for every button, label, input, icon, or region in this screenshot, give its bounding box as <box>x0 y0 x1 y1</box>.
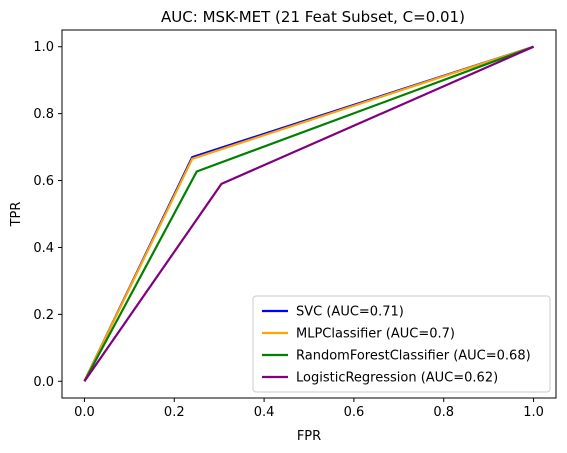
x-tick-label: 0.2 <box>164 405 185 420</box>
y-tick-label: 0.8 <box>33 107 54 122</box>
x-tick-label: 0.6 <box>344 405 365 420</box>
x-tick-label: 1.0 <box>523 405 544 420</box>
legend-label: MLPClassifier (AUC=0.7) <box>296 327 455 342</box>
chart-title: AUC: MSK-MET (21 Feat Subset, C=0.01) <box>161 8 465 26</box>
x-tick-label: 0.8 <box>433 405 454 420</box>
y-tick-label: 1.0 <box>33 40 54 55</box>
plot-frame <box>61 29 557 399</box>
x-tick-label: 0.4 <box>254 405 275 420</box>
series-line-1 <box>83 45 534 382</box>
plot-lines <box>83 45 534 382</box>
y-tick-label: 0.0 <box>33 375 54 390</box>
y-tick-label: 0.6 <box>33 174 54 189</box>
series-line-3 <box>83 45 534 382</box>
x-tick-label: 0.0 <box>74 405 95 420</box>
legend-label: LogisticRegression (AUC=0.62) <box>296 371 498 386</box>
x-axis-ticks: 0.0 0.2 0.4 0.6 0.8 1.0 <box>74 398 544 420</box>
legend-label: SVC (AUC=0.71) <box>296 305 404 320</box>
y-tick-label: 0.2 <box>33 308 54 323</box>
x-axis-label: FPR <box>297 429 321 444</box>
legend-label: RandomForestClassifier (AUC=0.68) <box>296 349 531 364</box>
y-axis-label: TPR <box>9 202 24 228</box>
y-axis-ticks: 0.0 0.2 0.4 0.6 0.8 1.0 <box>33 40 62 390</box>
legend: SVC (AUC=0.71) MLPClassifier (AUC=0.7) Ran… <box>252 295 551 393</box>
series-line-2 <box>83 45 534 382</box>
y-tick-label: 0.4 <box>33 241 54 256</box>
legend-frame <box>252 295 551 393</box>
